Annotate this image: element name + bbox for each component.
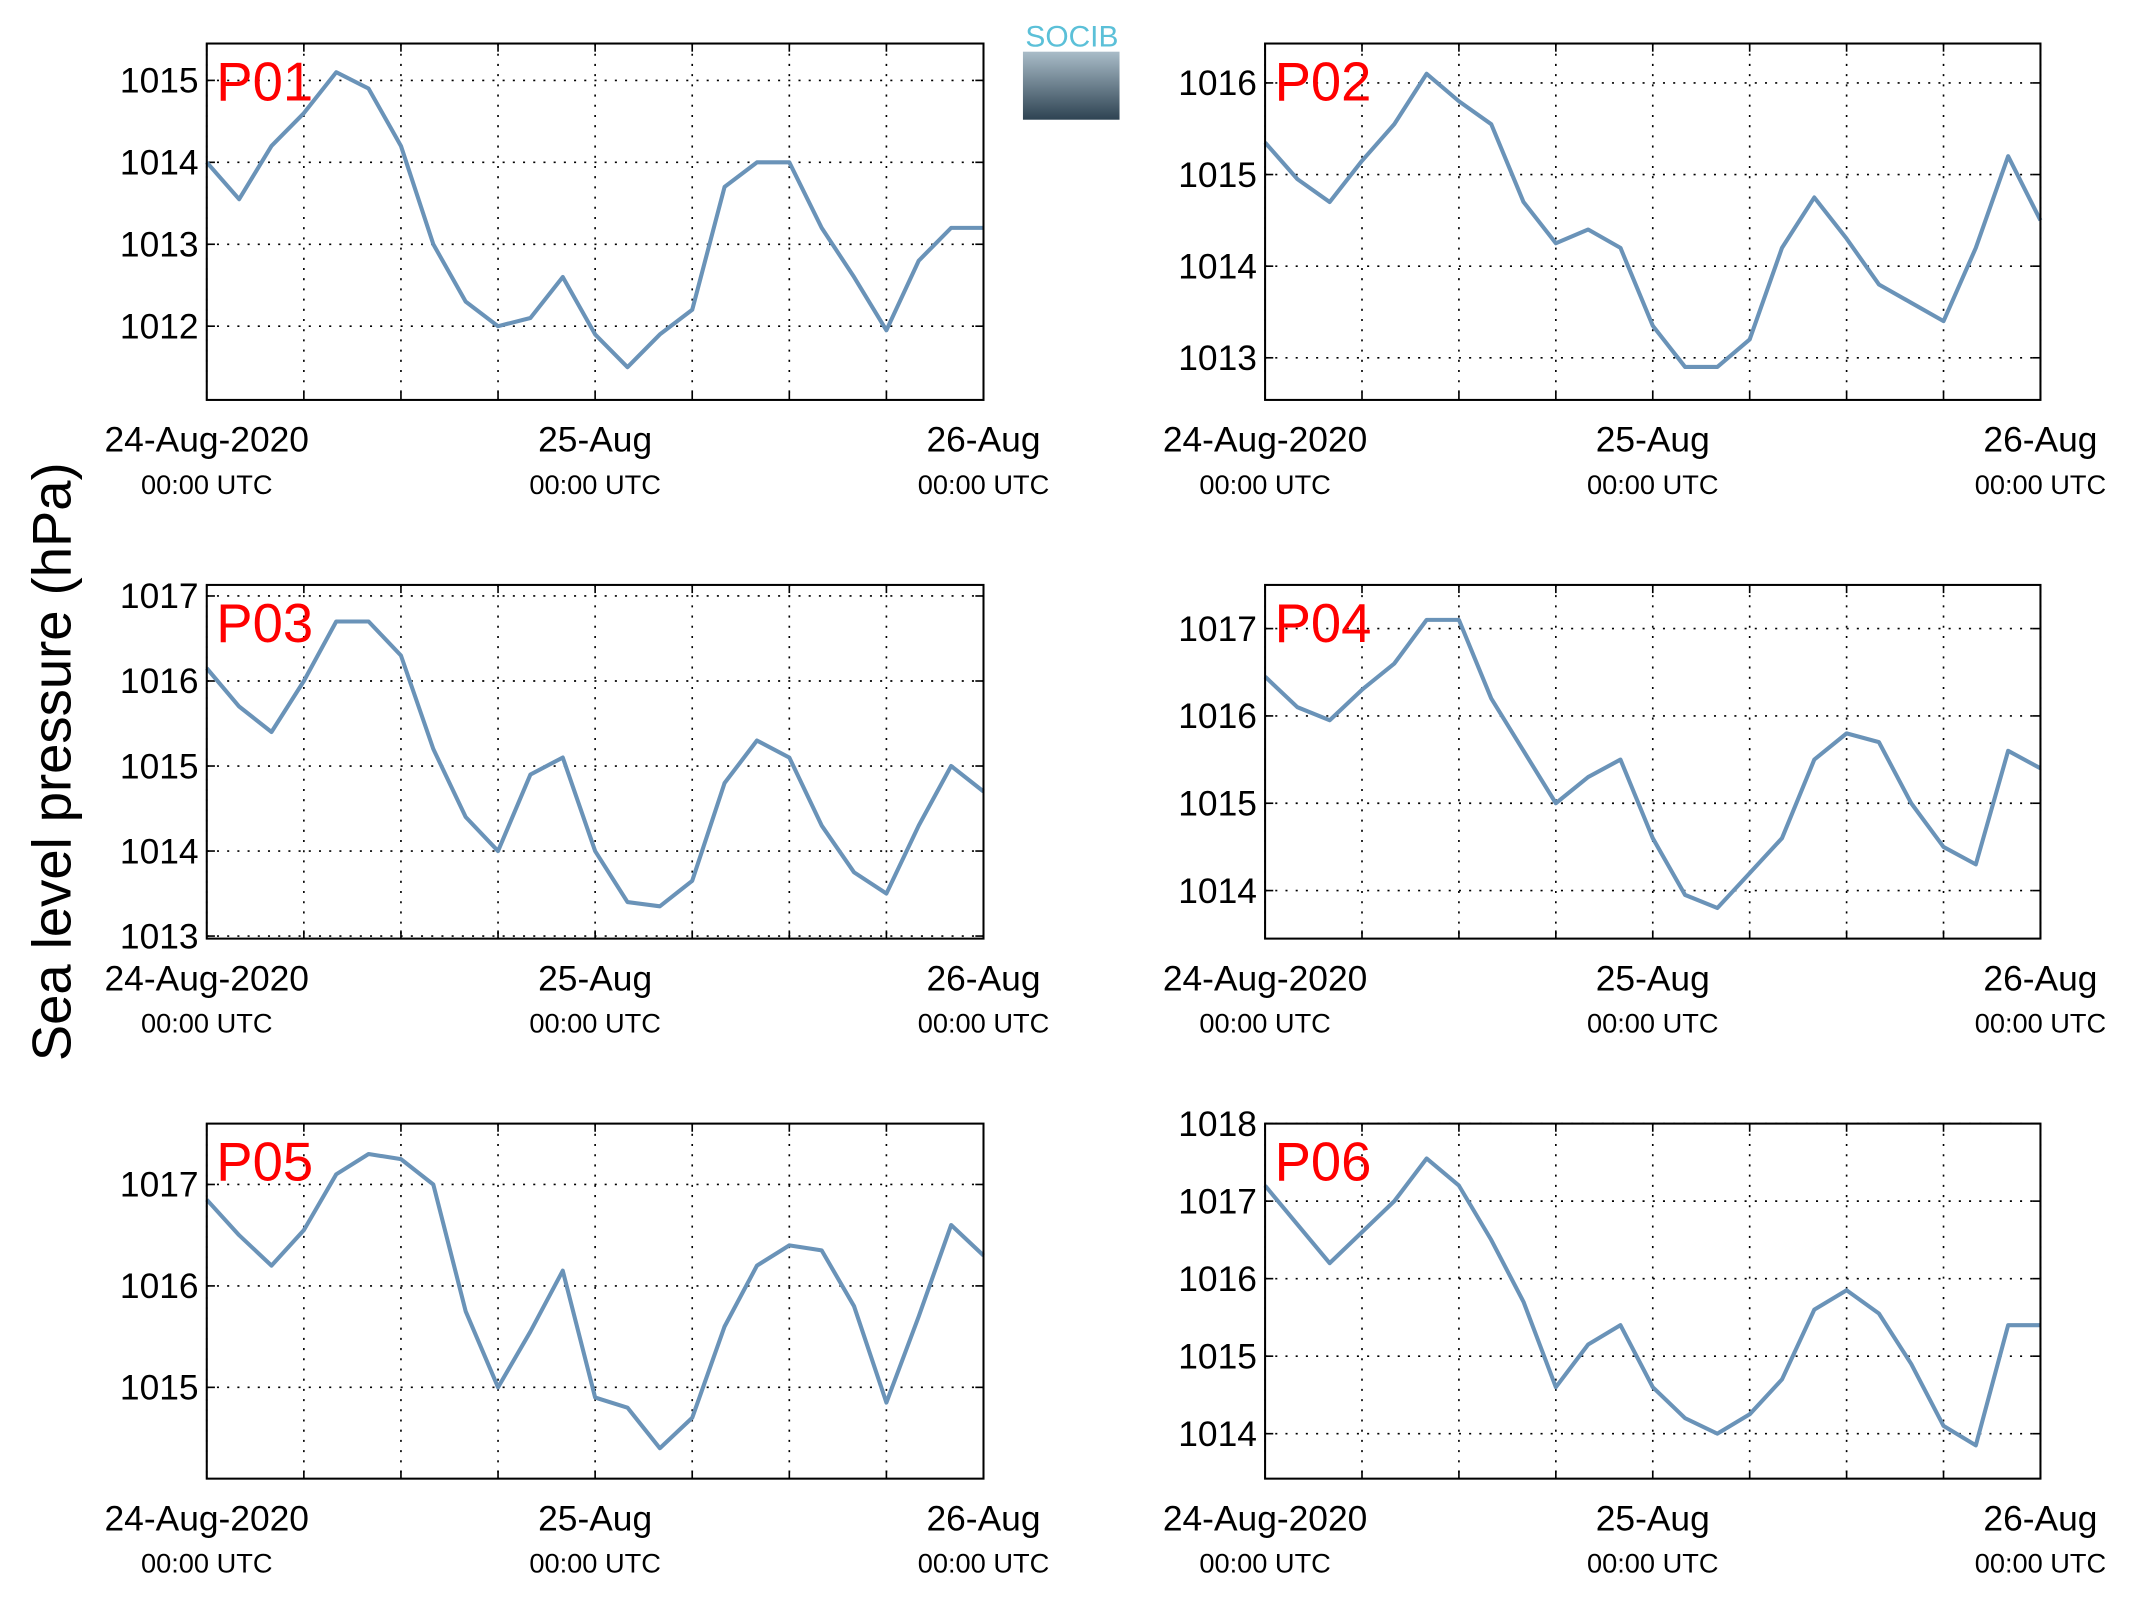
y-tick-label: 1017 [120,577,199,616]
plot-frame [1264,1122,2042,1480]
x-tick-sublabel: 00:00 UTC [1199,1548,1330,1579]
x-tick-sublabel: 00:00 UTC [1587,1548,1718,1579]
chart-panel: 24-Aug-2020 00:00 UTC 25-Aug 00:00 UTC 26-Au… [1163,583,2106,1038]
y-tick-label: 1015 [1178,1337,1257,1376]
y-tick-label: 1013 [1178,339,1257,378]
x-tick-label: 26-Aug [926,421,1040,460]
x-tick-sublabel: 00:00 UTC [918,1548,1049,1579]
figure-body: SOCIB Sea level pressure (hPa) 24-Aug-20… [22,20,2106,1578]
y-tick-label: 1015 [1178,156,1257,195]
data-line [1263,617,2042,911]
x-tick-sublabel: 00:00 UTC [1975,1007,2106,1038]
y-tick-label: 1014 [120,832,199,871]
plot-frame [1264,583,2042,940]
logo: SOCIB [1022,20,1120,120]
panel-title: P06 [1275,1132,1372,1193]
x-tick-sublabel: 00:00 UTC [141,1548,272,1579]
x-tick-sublabel: 00:00 UTC [141,469,272,500]
chart-panel: 24-Aug-2020 00:00 UTC 25-Aug 00:00 UTC 26-Au… [105,577,1050,1038]
x-tick-label: 25-Aug [538,421,652,460]
chart-panel: 24-Aug-2020 00:00 UTC 25-Aug 00:00 UTC 26-Au… [1163,42,2106,500]
x-tick-sublabel: 00:00 UTC [529,469,660,500]
y-tick-label: 1017 [1178,1182,1257,1221]
x-tick-sublabel: 00:00 UTC [1199,1007,1330,1038]
y-tick-label: 1012 [120,307,199,346]
panel-title: P04 [1275,593,1372,654]
y-tick-label: 1014 [1178,872,1257,911]
x-tick-label: 24-Aug-2020 [1163,959,1367,998]
x-tick-label: 26-Aug [1983,1499,2097,1538]
y-tick-label: 1016 [1178,64,1257,103]
x-tick-label: 25-Aug [538,1499,652,1538]
panel-title: P02 [1275,52,1372,113]
x-tick-label: 24-Aug-2020 [1163,421,1367,460]
y-tick-label: 1017 [1178,610,1257,649]
x-tick-sublabel: 00:00 UTC [1587,1007,1718,1038]
x-tick-sublabel: 00:00 UTC [141,1007,272,1038]
data-line [205,1151,985,1451]
x-tick-label: 26-Aug [926,959,1040,998]
x-tick-label: 25-Aug [1596,1499,1710,1538]
x-tick-sublabel: 00:00 UTC [529,1007,660,1038]
y-axis-label: Sea level pressure (hPa) [22,462,83,1061]
panel-title: P05 [216,1132,313,1193]
panel-title: P01 [216,52,313,113]
y-tick-label: 1015 [120,1369,199,1408]
x-tick-sublabel: 00:00 UTC [529,1548,660,1579]
y-tick-label: 1013 [120,917,199,956]
x-tick-label: 25-Aug [538,959,652,998]
y-tick-label: 1014 [1178,247,1257,286]
x-tick-sublabel: 00:00 UTC [918,1007,1049,1038]
y-tick-label: 1014 [120,144,199,183]
x-tick-sublabel: 00:00 UTC [1975,1548,2106,1579]
panel-title: P03 [216,593,313,654]
y-tick-label: 1016 [120,662,199,701]
x-tick-label: 24-Aug-2020 [105,1499,309,1538]
y-tick-label: 1015 [120,62,199,101]
x-tick-label: 26-Aug [926,1499,1040,1538]
y-tick-label: 1016 [1178,1260,1257,1299]
data-line [205,619,985,909]
y-tick-label: 1018 [1178,1105,1257,1144]
y-tick-label: 1017 [120,1166,199,1205]
plot-frame [205,42,985,401]
x-tick-label: 24-Aug-2020 [1163,1499,1367,1538]
x-tick-sublabel: 00:00 UTC [1975,469,2106,500]
logo-image [1022,51,1120,120]
x-tick-sublabel: 00:00 UTC [1199,469,1330,500]
chart-panel: 24-Aug-2020 00:00 UTC 25-Aug 00:00 UTC 26-Au… [105,42,1049,500]
x-tick-sublabel: 00:00 UTC [1587,469,1718,500]
x-tick-label: 26-Aug [1983,421,2097,460]
y-tick-label: 1016 [120,1267,199,1306]
x-tick-sublabel: 00:00 UTC [918,469,1049,500]
x-tick-label: 25-Aug [1596,421,1710,460]
plot-frame [205,583,985,940]
y-tick-label: 1014 [1178,1415,1257,1454]
data-line [1263,71,2043,369]
y-tick-label: 1015 [120,747,199,786]
chart-panel: 24-Aug-2020 00:00 UTC 25-Aug 00:00 UTC 26-Au… [1163,1105,2106,1579]
x-tick-label: 26-Aug [1983,959,2097,998]
x-tick-label: 24-Aug-2020 [105,421,309,460]
plot-frame [1264,42,2042,401]
data-line [1263,1156,2041,1448]
x-tick-label: 24-Aug-2020 [105,959,309,998]
y-tick-label: 1015 [1178,784,1257,823]
x-tick-label: 25-Aug [1596,959,1710,998]
y-tick-label: 1016 [1178,697,1257,736]
logo-text: SOCIB [1025,20,1118,53]
plot-frame [205,1122,985,1480]
chart-panel: 24-Aug-2020 00:00 UTC 25-Aug 00:00 UTC 26-Au… [105,1122,1049,1579]
data-line [205,70,984,370]
y-tick-label: 1013 [120,226,199,265]
